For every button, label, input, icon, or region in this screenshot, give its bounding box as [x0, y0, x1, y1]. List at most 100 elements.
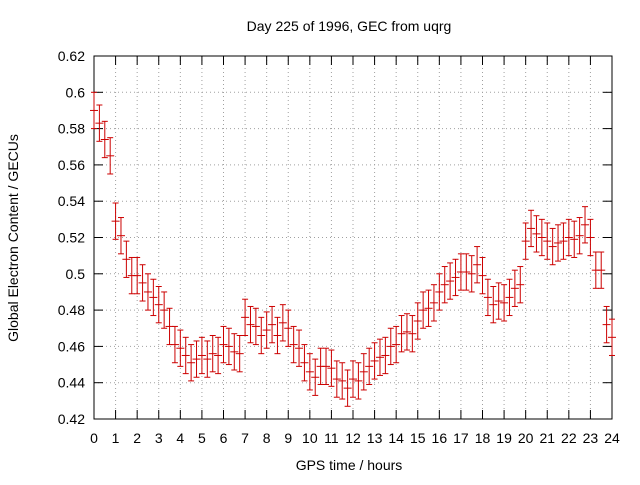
- x-tick-label: 15: [410, 430, 426, 446]
- x-tick-label: 23: [583, 430, 599, 446]
- data-point: [284, 309, 293, 347]
- x-tick-label: 0: [90, 430, 98, 446]
- y-tick-label: 0.44: [58, 375, 85, 391]
- data-point: [419, 291, 428, 329]
- y-tick-label: 0.5: [66, 266, 86, 282]
- data-point: [402, 313, 411, 351]
- data-point: [295, 329, 304, 367]
- data-point: [338, 362, 347, 400]
- data-point: [397, 315, 406, 353]
- data-point: [467, 255, 476, 293]
- data-point: [143, 273, 152, 311]
- data-point: [354, 362, 363, 400]
- data-point: [608, 318, 616, 356]
- x-tick-label: 9: [284, 430, 292, 446]
- data-point: [375, 338, 384, 376]
- data-point: [462, 253, 471, 291]
- data-point: [505, 278, 514, 317]
- data-point: [554, 224, 563, 262]
- y-tick-label: 0.62: [58, 48, 85, 64]
- data-point: [138, 264, 147, 302]
- data-point: [235, 335, 244, 373]
- x-tick-label: 19: [496, 430, 512, 446]
- data-point: [327, 349, 336, 387]
- x-tick-label: 10: [302, 430, 318, 446]
- y-tick-label: 0.52: [58, 230, 85, 246]
- x-tick-label: 16: [432, 430, 448, 446]
- data-point: [381, 336, 390, 375]
- data-point: [278, 304, 287, 342]
- data-point: [170, 325, 179, 364]
- data-point: [100, 120, 109, 159]
- data-point: [230, 333, 239, 371]
- data-point: [187, 344, 196, 382]
- y-axis-label: Global Electron Content / GECUs: [5, 134, 21, 342]
- data-point: [332, 360, 341, 398]
- data-point: [370, 342, 379, 380]
- y-tick-label: 0.58: [58, 121, 85, 137]
- y-tick-label: 0.42: [58, 411, 85, 427]
- x-axis-label: GPS time / hours: [296, 457, 403, 473]
- data-point: [116, 217, 125, 255]
- x-tick-label: 18: [475, 430, 491, 446]
- x-tick-label: 7: [241, 430, 249, 446]
- x-tick-label: 21: [539, 430, 555, 446]
- data-point: [95, 104, 104, 142]
- data-point: [273, 316, 282, 355]
- data-point: [510, 269, 519, 307]
- ticks: 0.42 0.44 0.46 0.48 0.5 0.52 0.54 0.56 0.58 0.6 0.…: [58, 48, 620, 446]
- data-point: [429, 284, 438, 322]
- data-point: [241, 298, 250, 337]
- data-point: [575, 217, 584, 255]
- data-series: [90, 91, 616, 407]
- data-point: [392, 325, 401, 364]
- x-tick-label: 1: [112, 430, 120, 446]
- data-point: [386, 327, 395, 366]
- y-tick-label: 0.48: [58, 302, 85, 318]
- data-point: [322, 347, 331, 386]
- data-point: [473, 246, 482, 284]
- data-point: [203, 340, 212, 378]
- data-point: [214, 336, 223, 375]
- data-point: [494, 282, 503, 320]
- y-tick-label: 0.54: [58, 193, 85, 209]
- data-point: [500, 284, 509, 322]
- x-tick-label: 17: [453, 430, 469, 446]
- data-point: [489, 286, 498, 324]
- x-tick-label: 3: [155, 430, 163, 446]
- data-point: [365, 347, 374, 386]
- x-tick-label: 13: [367, 430, 383, 446]
- data-point: [581, 206, 590, 244]
- data-point: [224, 327, 233, 366]
- data-point: [446, 262, 455, 300]
- data-point: [413, 302, 422, 340]
- data-point: [343, 369, 352, 407]
- data-point: [527, 209, 536, 248]
- data-point: [435, 273, 444, 311]
- x-tick-label: 6: [220, 430, 228, 446]
- data-point: [219, 325, 228, 364]
- x-tick-label: 4: [176, 430, 184, 446]
- data-point: [451, 258, 460, 297]
- data-point: [478, 256, 487, 295]
- data-point: [305, 353, 314, 391]
- data-point: [176, 329, 185, 367]
- x-tick-label: 5: [198, 430, 206, 446]
- data-point: [300, 344, 309, 382]
- data-point: [349, 360, 357, 398]
- data-point: [521, 222, 530, 260]
- data-point: [570, 220, 579, 258]
- data-point: [197, 336, 206, 375]
- data-point: [543, 222, 552, 260]
- x-tick-label: 11: [324, 430, 339, 446]
- y-tick-label: 0.56: [58, 157, 85, 173]
- data-point: [408, 315, 417, 353]
- y-tick-label: 0.46: [58, 338, 85, 354]
- data-point: [591, 251, 600, 289]
- data-point: [90, 91, 98, 130]
- data-point: [262, 311, 271, 349]
- data-point: [246, 305, 255, 344]
- data-point: [192, 340, 201, 378]
- data-point: [160, 291, 169, 329]
